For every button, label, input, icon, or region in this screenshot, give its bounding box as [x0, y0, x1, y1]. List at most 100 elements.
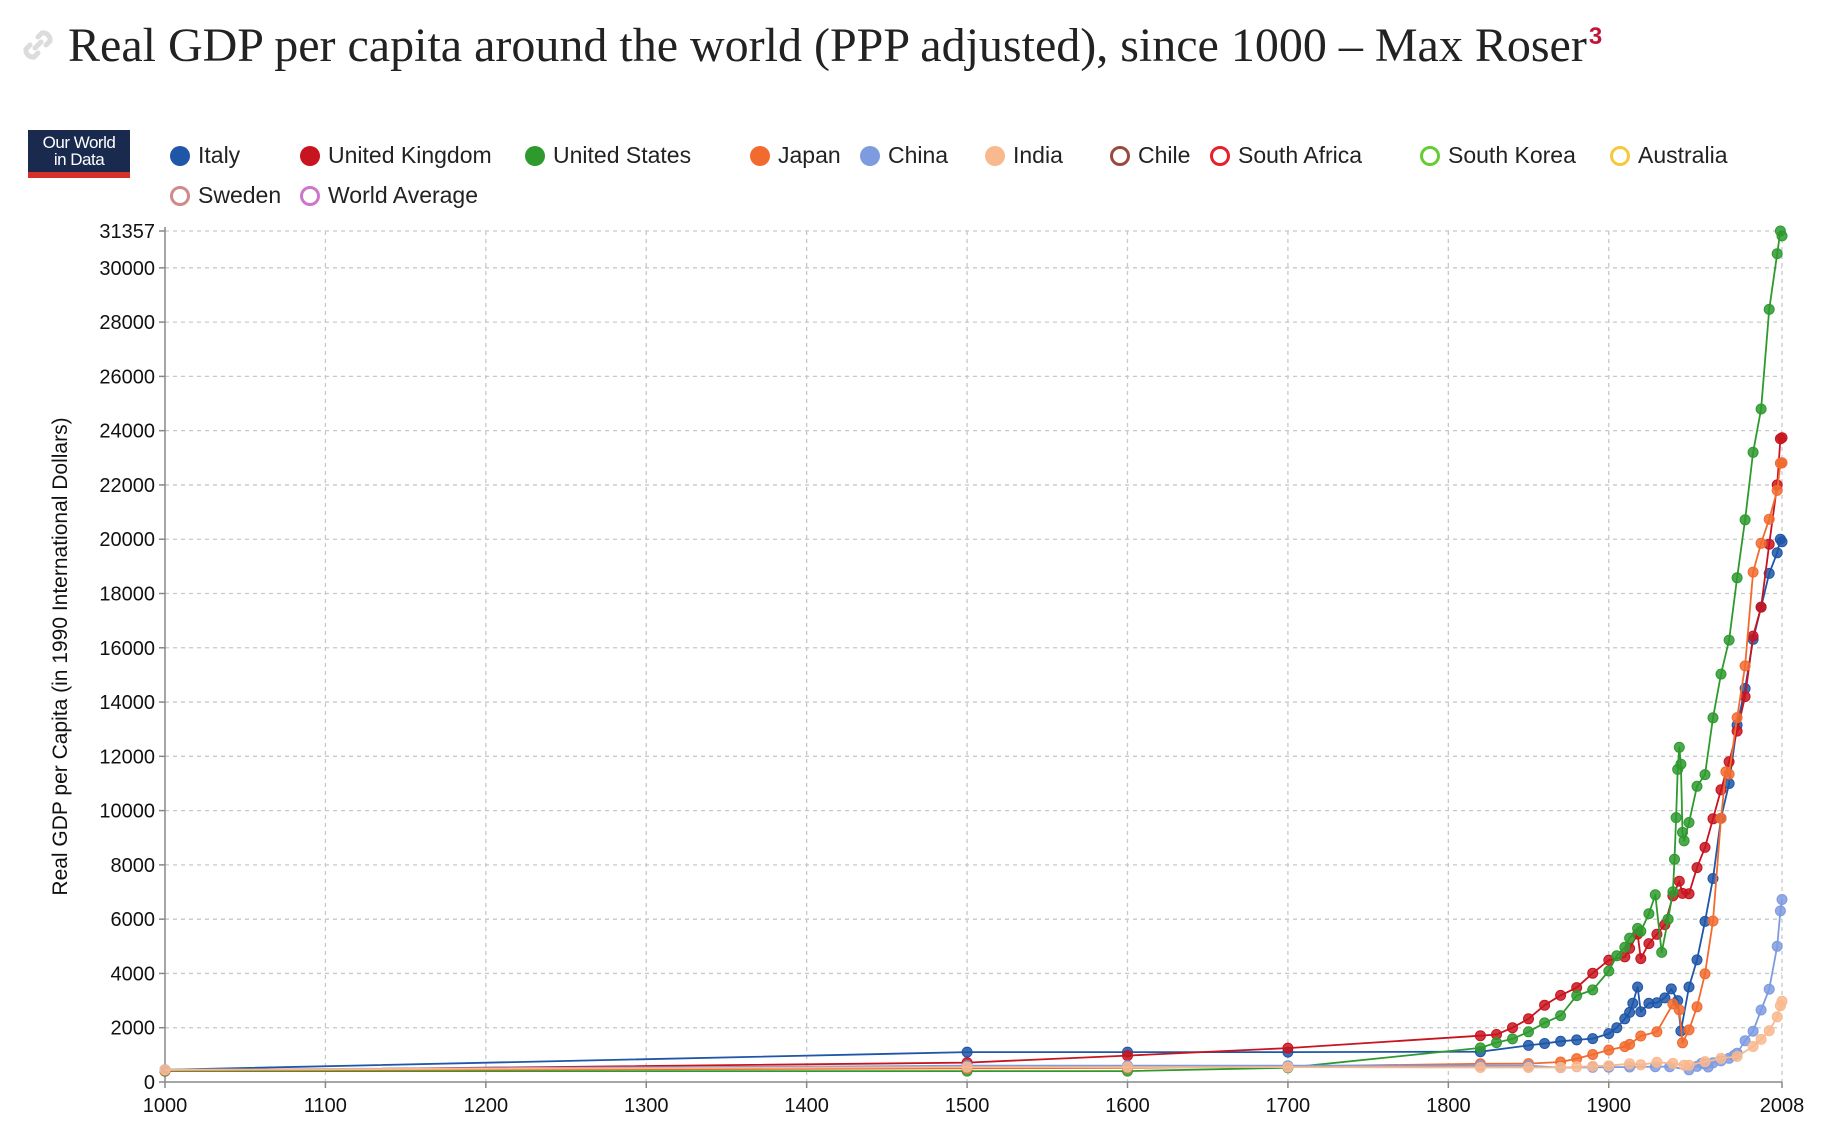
y-tick-label: 24000	[99, 421, 155, 443]
data-point-italy	[1611, 1022, 1623, 1034]
y-tick-label: 20000	[99, 529, 155, 551]
data-point-united-states	[1771, 248, 1783, 260]
y-axis-title: Real GDP per Capita (in 1990 Internation…	[49, 417, 72, 895]
data-point-united-states	[1555, 1010, 1567, 1022]
y-tick-label: 6000	[111, 909, 156, 931]
data-point-india	[1763, 1025, 1775, 1037]
series-line-united-states	[165, 230, 1783, 1072]
legend-row: Sweden World Average	[170, 182, 1790, 222]
data-point-united-states	[1587, 984, 1599, 996]
data-point-italy	[1659, 992, 1671, 1004]
data-point-india	[1651, 1056, 1663, 1068]
data-point-india	[1282, 1061, 1294, 1073]
legend-marker-icon	[750, 145, 770, 166]
legend-label: Italy	[198, 142, 241, 168]
y-tick-label: 28000	[99, 312, 155, 334]
data-point-japan	[1739, 660, 1751, 672]
chart-legend: Italy United Kingdom United States Japan Chi…	[170, 142, 1790, 222]
data-point-japan	[1699, 968, 1711, 980]
data-point-italy	[1603, 1028, 1615, 1040]
data-point-india	[1555, 1062, 1567, 1073]
y-tick-label: 26000	[99, 366, 155, 388]
data-point-united-states	[1619, 941, 1631, 953]
data-point-united-kingdom	[1635, 953, 1647, 965]
legend-item-south-africa[interactable]: South Africa	[1210, 142, 1362, 169]
data-point-united-states	[1539, 1017, 1551, 1029]
data-point-japan	[1624, 1038, 1636, 1050]
legend-item-chile[interactable]: Chile	[1110, 142, 1190, 169]
x-tick-label: 1100	[304, 1095, 347, 1117]
y-tick-label: 0	[144, 1072, 155, 1094]
legend-item-china[interactable]: China	[860, 142, 948, 169]
data-point-italy	[1763, 567, 1775, 579]
data-point-india	[1776, 995, 1788, 1007]
data-point-united-kingdom	[1539, 999, 1551, 1011]
y-tick-label: 8000	[111, 855, 156, 877]
data-point-united-states	[1691, 780, 1703, 792]
legend-marker-icon	[1110, 145, 1130, 166]
data-point-india	[961, 1061, 973, 1073]
data-point-china	[1739, 1035, 1751, 1047]
data-point-united-states	[1571, 990, 1583, 1002]
data-point-italy	[1539, 1038, 1551, 1049]
footnote-link[interactable]: 3	[1588, 22, 1603, 50]
data-point-united-kingdom	[1587, 967, 1599, 979]
legend-label: Sweden	[198, 182, 282, 208]
legend-marker-icon	[170, 145, 190, 166]
y-tick-label: 14000	[99, 692, 155, 714]
data-point-italy	[1624, 1006, 1636, 1018]
legend-item-india[interactable]: India	[985, 142, 1063, 169]
data-point-india	[1715, 1052, 1727, 1064]
data-point-united-states	[1507, 1033, 1518, 1045]
legend-item-italy[interactable]: Italy	[170, 142, 240, 169]
link-icon[interactable]	[18, 25, 58, 65]
our-world-in-data-logo[interactable]: Our World in Data	[28, 130, 130, 178]
data-point-japan	[1715, 812, 1727, 824]
data-point-united-states	[1763, 303, 1775, 315]
legend-marker-icon	[1210, 145, 1230, 166]
data-point-united-states	[1755, 403, 1767, 415]
data-point-italy	[1683, 981, 1695, 993]
data-point-india	[1571, 1061, 1583, 1073]
data-point-united-kingdom	[1673, 875, 1685, 887]
legend-item-world-average[interactable]: World Average	[300, 182, 478, 209]
legend-label: United States	[553, 142, 692, 168]
data-point-united-kingdom	[1723, 756, 1735, 768]
data-point-japan	[1603, 1044, 1615, 1056]
legend-item-united-states[interactable]: United States	[525, 142, 691, 169]
data-point-united-kingdom	[1755, 601, 1767, 613]
data-point-united-states	[1707, 712, 1719, 724]
y-tick-label: 10000	[99, 801, 155, 823]
data-point-italy	[961, 1046, 973, 1058]
data-point-india	[1635, 1059, 1647, 1071]
legend-row: Italy United Kingdom United States Japan Chi…	[170, 142, 1790, 182]
series-line-japan	[164, 461, 1783, 1072]
data-point-united-kingdom	[1747, 630, 1759, 642]
legend-item-united-kingdom[interactable]: United Kingdom	[300, 142, 492, 169]
data-point-united-states	[1678, 835, 1690, 847]
chart-title-text: Real GDP per capita around the world (PP…	[68, 18, 1587, 72]
data-point-japan	[1723, 768, 1735, 780]
x-tick-label: 1000	[143, 1095, 188, 1117]
legend-marker-icon	[1420, 145, 1440, 166]
data-point-united-states	[1673, 741, 1685, 753]
legend-item-australia[interactable]: Australia	[1610, 142, 1727, 169]
data-point-italy	[1776, 536, 1788, 548]
data-point-japan	[1677, 1037, 1688, 1049]
x-tick-label: 1700	[1266, 1095, 1311, 1117]
data-point-china	[1774, 905, 1786, 917]
legend-item-japan[interactable]: Japan	[750, 142, 841, 169]
data-point-china	[1763, 983, 1775, 995]
data-point-india	[1699, 1056, 1711, 1068]
data-point-italy	[1651, 997, 1663, 1009]
data-point-india	[1771, 1011, 1783, 1023]
x-tick-label: 1900	[1587, 1095, 1632, 1117]
legend-item-sweden[interactable]: Sweden	[170, 182, 281, 209]
chart-title: Real GDP per capita around the world (PP…	[68, 18, 1602, 73]
data-point-italy	[1691, 954, 1703, 966]
series-line-italy	[164, 538, 1783, 1071]
data-point-united-states	[1643, 908, 1655, 920]
y-tick-label: 30000	[99, 258, 155, 280]
x-tick-label: 1600	[1105, 1095, 1150, 1117]
legend-item-south-korea[interactable]: South Korea	[1420, 142, 1576, 169]
